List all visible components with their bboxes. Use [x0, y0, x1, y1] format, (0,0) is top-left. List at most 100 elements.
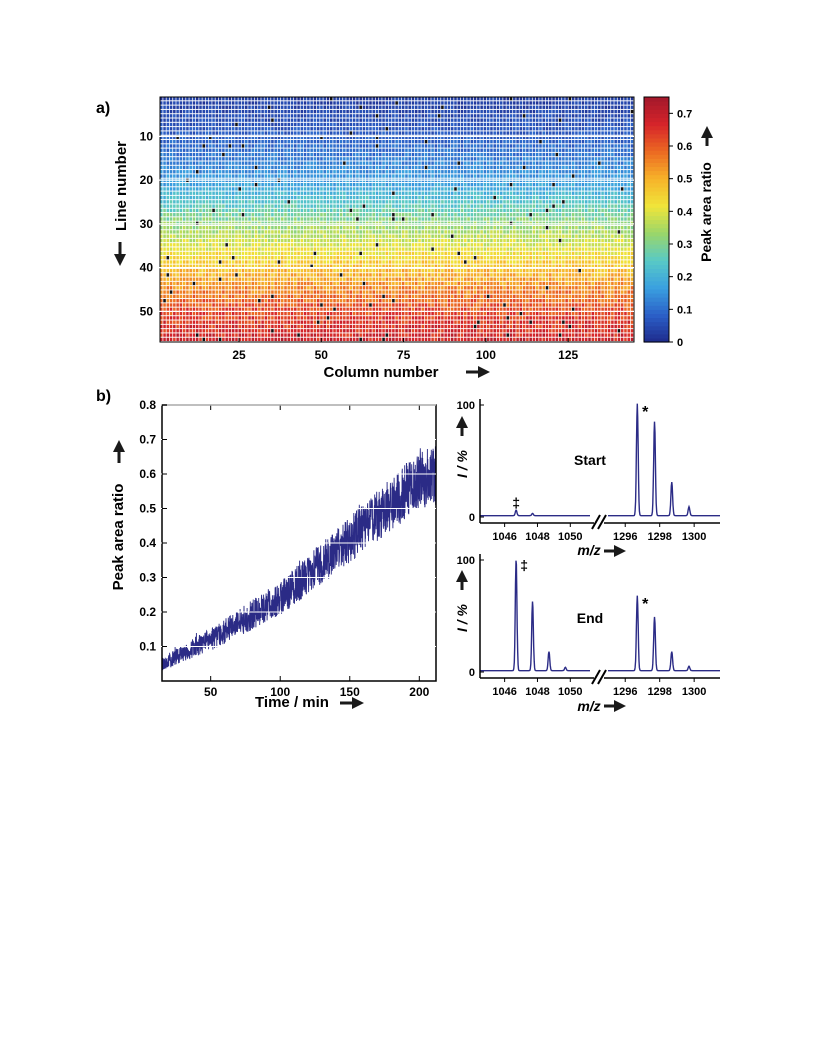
heatmap-cell: [601, 166, 604, 169]
heatmap-cell: [425, 230, 428, 233]
heatmap-cell: [189, 161, 192, 164]
heatmap-cell: [415, 200, 418, 203]
heatmap-cell: [516, 123, 519, 126]
heatmap-cell: [229, 187, 232, 190]
heatmap-cell: [392, 101, 395, 104]
heatmap-cell: [402, 157, 405, 160]
heatmap-cell: [565, 161, 568, 164]
heatmap-cell: [278, 157, 281, 160]
heatmap-cell: [552, 235, 555, 238]
heatmap-cell: [611, 187, 614, 190]
heatmap-cell: [301, 192, 304, 195]
heatmap-cell: [193, 183, 196, 186]
heatmap-cell: [559, 187, 562, 190]
heatmap-row: [160, 110, 633, 113]
heatmap-cell: [343, 127, 346, 130]
heatmap-cell: [418, 127, 421, 130]
heatmap-cell: [176, 230, 179, 233]
heatmap-cell: [582, 239, 585, 242]
heatmap-cell: [441, 140, 444, 143]
heatmap-cell: [448, 183, 451, 186]
heatmap-cell: [173, 213, 176, 216]
heatmap-cell: [503, 192, 506, 195]
heatmap-cell: [627, 106, 630, 109]
heatmap-cell: [487, 123, 490, 126]
heatmap-cell: [287, 140, 290, 143]
heatmap-cell: [199, 170, 202, 173]
heatmap-cell: [448, 200, 451, 203]
heatmap-cell: [454, 230, 457, 233]
heatmap-cell: [516, 166, 519, 169]
heatmap-cell: [320, 174, 323, 177]
heatmap-cell: [261, 110, 264, 113]
heatmap-cell: [578, 226, 581, 229]
heatmap-cell: [487, 149, 490, 152]
heatmap-cell: [271, 153, 274, 156]
heatmap-cell: [242, 166, 245, 169]
heatmap-cell: [412, 97, 415, 100]
heatmap-cell: [464, 101, 467, 104]
heatmap-cell: [474, 226, 477, 229]
heatmap-cell: [337, 106, 340, 109]
heatmap-cell: [317, 230, 320, 233]
heatmap-cell: [265, 157, 268, 160]
heatmap-cell: [513, 226, 516, 229]
heatmap-cell: [245, 192, 248, 195]
heatmap-cell: [225, 97, 228, 100]
heatmap-cell: [542, 114, 545, 117]
heatmap-cell: [209, 110, 212, 113]
heatmap-cell: [271, 106, 274, 109]
heatmap-cell: [186, 243, 189, 246]
heatmap-cell: [222, 123, 225, 126]
heatmap-cell: [605, 196, 608, 199]
heatmap-cell: [291, 230, 294, 233]
heatmap-cell: [428, 140, 431, 143]
heatmap-cell: [474, 230, 477, 233]
heatmap-cell: [542, 127, 545, 130]
heatmap-cell: [425, 153, 428, 156]
heatmap-cell: [438, 226, 441, 229]
heatmap-cell: [546, 209, 549, 212]
heatmap-cell: [206, 230, 209, 233]
heatmap-cell: [471, 118, 474, 121]
heatmap-cell: [307, 166, 310, 169]
heatmap-cell: [294, 123, 297, 126]
heatmap-cell: [542, 123, 545, 126]
heatmap-cell: [592, 196, 595, 199]
heatmap-cell: [372, 230, 375, 233]
heatmap-cell: [301, 183, 304, 186]
heatmap-cell: [575, 196, 578, 199]
heatmap-cell: [242, 183, 245, 186]
heatmap-cell: [225, 213, 228, 216]
heatmap-cell: [189, 213, 192, 216]
heatmap-cell: [614, 114, 617, 117]
heatmap-cell: [552, 123, 555, 126]
heatmap-cell: [274, 200, 277, 203]
heatmap-cell: [513, 101, 516, 104]
heatmap-cell: [408, 196, 411, 199]
heatmap-cell: [343, 114, 346, 117]
heatmap-cell: [464, 140, 467, 143]
heatmap-cell: [399, 183, 402, 186]
heatmap-cell: [304, 110, 307, 113]
heatmap-cell: [611, 118, 614, 121]
heatmap-cell: [225, 106, 228, 109]
heatmap-cell: [608, 157, 611, 160]
heatmap-cell: [399, 166, 402, 169]
heatmap-cell: [556, 144, 559, 147]
heatmap-cell: [379, 187, 382, 190]
heatmap-cell: [618, 110, 621, 113]
heatmap-cell: [386, 230, 389, 233]
heatmap-cell: [337, 114, 340, 117]
heatmap-cell: [513, 192, 516, 195]
heatmap-cell: [569, 144, 572, 147]
heatmap-cell: [330, 114, 333, 117]
heatmap-cell: [395, 213, 398, 216]
heatmap-cell: [516, 110, 519, 113]
heatmap-cell: [317, 183, 320, 186]
heatmap-cell: [193, 149, 196, 152]
heatmap-cell: [471, 114, 474, 117]
heatmap-cell: [167, 110, 170, 113]
heatmap-cell: [490, 226, 493, 229]
heatmap-cell: [549, 200, 552, 203]
